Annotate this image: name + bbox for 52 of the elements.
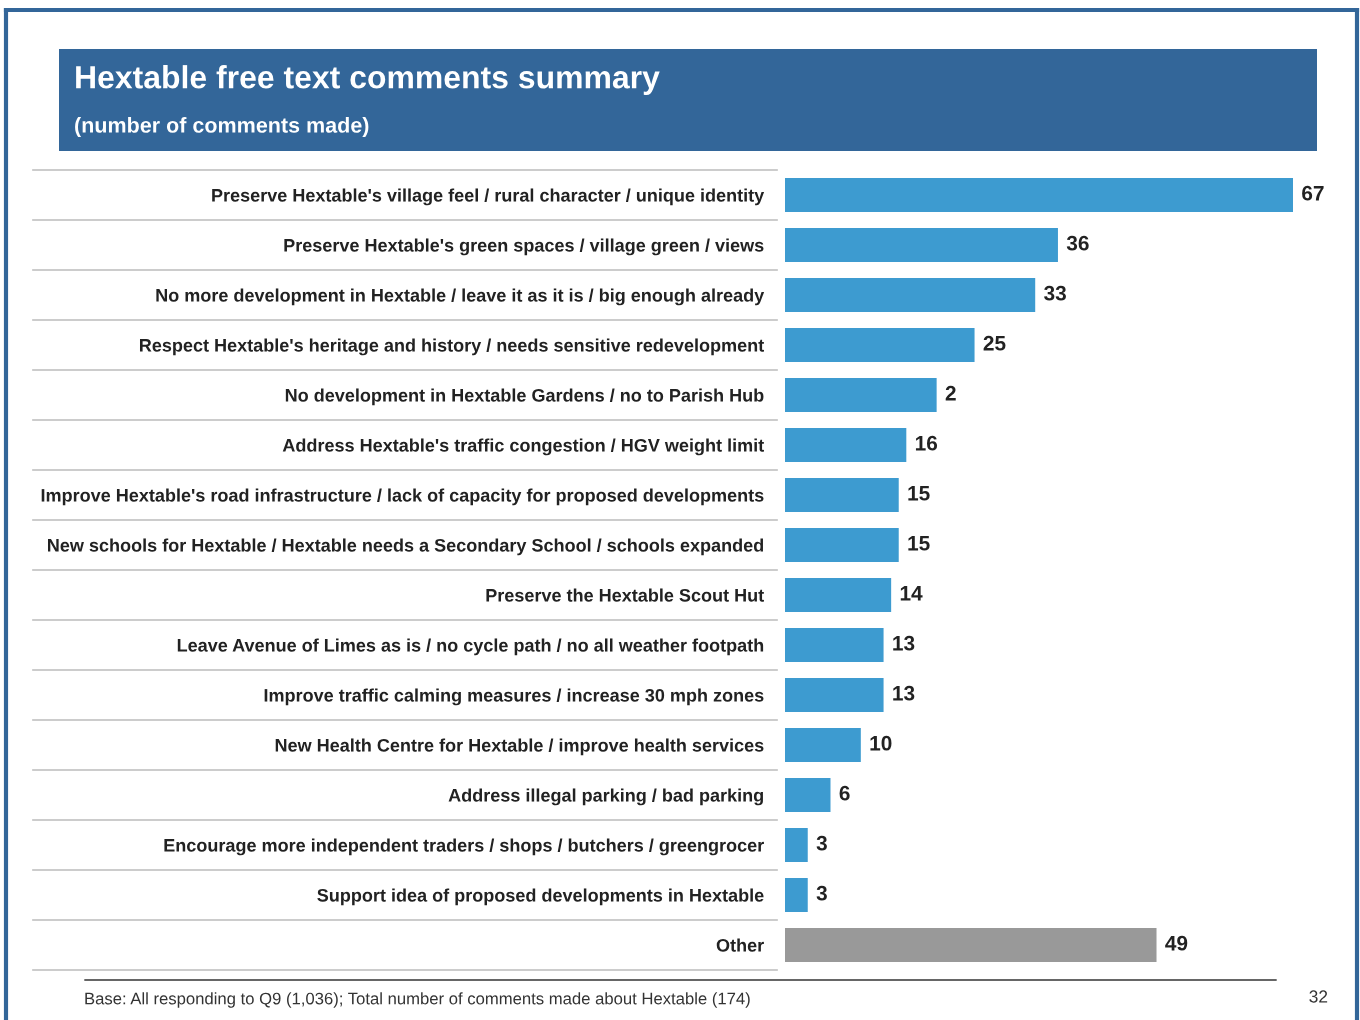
y-tick-label: Encourage more independent traders / shops / butchers / greengrocer: [164, 838, 764, 856]
data-label: 67: [1302, 185, 1324, 201]
bar: [785, 178, 1293, 212]
bar: [785, 228, 1058, 262]
data-label: 25: [983, 335, 1006, 351]
data-label: 13: [893, 685, 915, 701]
bar: [785, 678, 884, 712]
data-label: 16: [915, 435, 938, 451]
text: (number of comments made): [75, 116, 369, 138]
y-tick-label: Preserve Hextable's village feel / rural character / unique identity: [212, 188, 765, 206]
y-tick-label: Preserve Hextable's green spaces / village green / views: [284, 238, 764, 256]
data-label: 3: [816, 835, 827, 851]
bar: [785, 828, 808, 862]
bar: [785, 878, 808, 912]
data-label: 15: [908, 536, 930, 551]
y-tick-label: Improve Hextable's road infrastructure / lack of capacity for proposed developments: [41, 488, 764, 506]
y-tick-label: Address illegal parking / bad parking: [448, 788, 763, 806]
y-tick-label: Preserve the Hextable Scout Hut: [486, 588, 764, 602]
bar: [785, 628, 884, 662]
y-tick-label: Address Hextable's traffic congestion / HGV weight limit: [282, 438, 764, 456]
data-label: 3: [816, 885, 827, 901]
bar: [785, 428, 907, 462]
y-tick-label: Support idea of proposed developments in Hextable: [317, 888, 764, 906]
data-label: 15: [908, 486, 930, 501]
data-label: 13: [893, 635, 915, 651]
bar: [785, 728, 861, 762]
y-tick-label: No more development in Hextable / leave it as it is / big enough already: [156, 288, 765, 306]
y-tick-label: Improve traffic calming measures / increase 30 mph zones: [264, 688, 764, 706]
data-label: 33: [1044, 285, 1066, 301]
bar: [785, 578, 892, 612]
y-tick-label: Leave Avenue of Limes as is / no cycle path / no all weather footpath: [177, 638, 764, 656]
data-label: 36: [1066, 235, 1089, 251]
y-tick-label: Other: [716, 938, 764, 952]
bar: [785, 528, 899, 562]
y-tick-label: New Health Centre for Hextable / improve health services: [275, 738, 764, 756]
data-label: 6: [839, 785, 850, 801]
y-tick-label: No development in Hextable Gardens / no to Parish Hub: [285, 388, 764, 406]
text: Hextable free text comments summary: [76, 65, 660, 95]
annotation: 2: [945, 385, 956, 401]
bar: [785, 378, 937, 412]
bar: [785, 278, 1036, 312]
y-tick-label: Respect Hextable's heritage and history / needs sensitive redevelopment: [139, 338, 764, 356]
data-label: 14: [900, 586, 923, 601]
bar: [785, 778, 831, 812]
bar: [785, 328, 975, 362]
y-tick-label: New schools for Hextable / Hextable needs a Secondary School / schools expanded: [48, 538, 764, 556]
data-label: 49: [1165, 935, 1188, 951]
bar: [785, 928, 1157, 962]
text: 32: [1309, 990, 1328, 1003]
text: Base: All responding to Q9 (1,036); Total number of comments made about Hextable (174): [85, 992, 750, 1008]
data-label: 10: [870, 735, 892, 751]
bar: [785, 478, 899, 512]
